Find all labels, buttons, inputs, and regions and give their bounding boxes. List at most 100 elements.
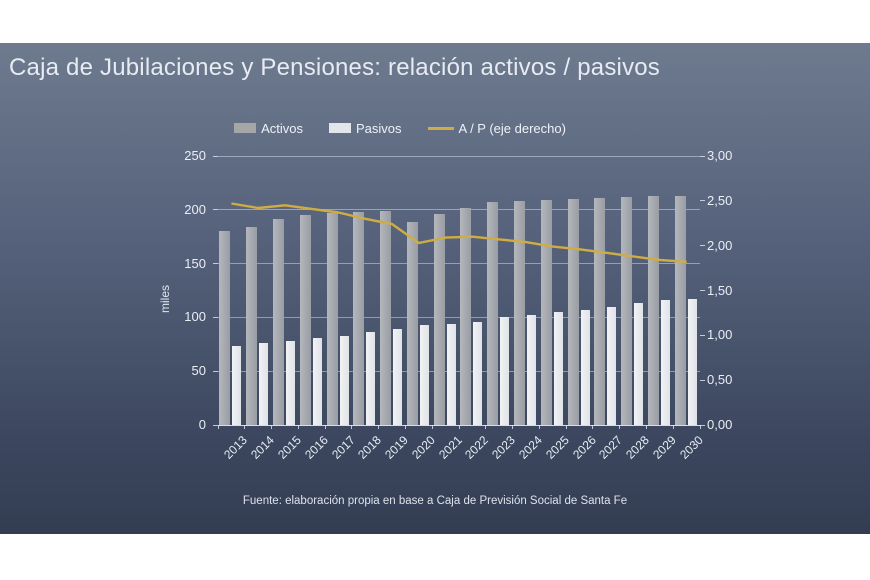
y-axis-tick-label: 0 <box>198 417 206 432</box>
x-axis-tick-mark <box>645 425 647 429</box>
bar-activos-2026 <box>567 199 579 425</box>
secondary-y-axis-tick-mark <box>700 245 705 247</box>
x-axis-tick-mark <box>324 425 326 429</box>
bar-pasivos-2027 <box>607 306 617 425</box>
legend-item-activos: Activos <box>234 121 303 136</box>
x-axis-tick-mark <box>512 425 514 429</box>
bar-activos-2027 <box>594 197 606 425</box>
bar-pasivos-2023 <box>500 317 510 425</box>
x-axis-label-2027: 2027 <box>596 433 626 462</box>
x-axis-label-2016: 2016 <box>301 433 331 462</box>
bar-pasivos-2015 <box>285 341 295 425</box>
bar-pasivos-2014 <box>259 343 269 425</box>
x-axis-tick-mark <box>619 425 621 429</box>
bar-pasivos-2019 <box>393 329 403 425</box>
y-axis-tick-mark <box>213 316 218 318</box>
legend-item-a-p-eje-derecho-: A / P (eje derecho) <box>427 121 566 136</box>
bar-pasivos-2024 <box>526 315 536 425</box>
x-axis-tick-mark <box>297 425 299 429</box>
secondary-y-axis-tick-label: 2,50 <box>707 192 733 208</box>
bar-activos-2030 <box>674 195 686 425</box>
bar-activos-2024 <box>513 201 525 425</box>
gridline <box>218 316 700 318</box>
bar-activos-2021 <box>433 214 445 425</box>
bar-pasivos-2018 <box>366 332 376 425</box>
x-axis-label-2013: 2013 <box>221 433 251 462</box>
secondary-y-axis-tick-label: 1,50 <box>707 282 733 298</box>
x-axis-label-2015: 2015 <box>275 433 304 462</box>
bar-pasivos-2028 <box>634 303 644 425</box>
x-axis-label-2022: 2022 <box>462 433 492 462</box>
legend-line-swatch <box>427 126 454 130</box>
x-axis-tick-mark <box>458 425 460 429</box>
y-axis-tick-label: 50 <box>191 363 206 379</box>
secondary-y-axis-tick-mark <box>700 379 705 381</box>
secondary-y-axis-tick-mark <box>700 155 705 157</box>
bar-activos-2018 <box>353 211 365 425</box>
bar-activos-2016 <box>299 215 311 425</box>
x-axis-label-2017: 2017 <box>328 433 358 462</box>
bar-activos-2028 <box>621 196 633 425</box>
x-axis-tick-mark <box>485 425 487 429</box>
secondary-y-axis-tick-label: 2,00 <box>707 237 733 253</box>
y-axis-tick-mark <box>213 370 218 372</box>
bar-pasivos-2021 <box>446 323 456 425</box>
bar-activos-2013 <box>219 231 231 425</box>
bar-activos-2023 <box>487 202 499 425</box>
x-axis-label-2020: 2020 <box>408 433 438 462</box>
plot-area <box>218 156 700 426</box>
x-axis-tick-mark <box>592 425 594 429</box>
x-axis-label-2026: 2026 <box>569 433 599 462</box>
bar-activos-2014 <box>246 227 258 425</box>
secondary-y-axis-tick-label: 0,00 <box>707 417 733 432</box>
gridline <box>218 263 700 265</box>
gridline <box>218 370 700 372</box>
x-axis-label-2014: 2014 <box>248 433 278 462</box>
x-axis-tick-mark <box>378 425 380 429</box>
secondary-y-axis-tick-mark <box>700 424 705 426</box>
ap-ratio-line <box>231 202 687 263</box>
bar-pasivos-2013 <box>232 346 242 425</box>
secondary-y-axis-tick-label: 1,00 <box>707 327 733 343</box>
bar-pasivos-2017 <box>339 335 349 425</box>
bar-activos-2025 <box>540 200 552 425</box>
x-axis-tick-mark <box>404 425 406 429</box>
x-axis-tick-mark <box>244 425 246 429</box>
y-axis-tick-mark <box>213 155 218 157</box>
slide: Caja de Jubilaciones y Pensiones: relaci… <box>0 43 870 534</box>
ap-ratio-polyline <box>231 202 687 263</box>
y-axis-tick-mark <box>213 263 218 265</box>
x-axis-tick-mark <box>565 425 567 429</box>
source-note: Fuente: elaboración propia en base a Caj… <box>242 495 628 507</box>
x-axis-label-2028: 2028 <box>623 433 652 462</box>
secondary-y-axis-tick-label: 3,00 <box>707 148 733 163</box>
y-axis-tick-label: 250 <box>184 148 206 163</box>
bar-pasivos-2016 <box>312 337 322 425</box>
bar-activos-2017 <box>326 213 338 425</box>
x-axis-label-2025: 2025 <box>542 433 572 462</box>
legend-swatch <box>234 123 257 133</box>
x-axis-tick-mark <box>538 425 540 429</box>
y-axis-tick-label: 200 <box>184 201 206 217</box>
legend-label: Activos <box>261 120 303 136</box>
bar-activos-2015 <box>272 219 284 425</box>
gridline <box>218 209 700 211</box>
secondary-y-axis-tick-mark <box>700 334 705 336</box>
x-axis-label-2018: 2018 <box>355 433 385 462</box>
bar-pasivos-2030 <box>687 299 697 425</box>
y-axis-tick-mark <box>213 209 218 211</box>
bar-pasivos-2022 <box>473 321 483 425</box>
page-title: Caja de Jubilaciones y Pensiones: relaci… <box>9 54 661 81</box>
legend-swatch <box>328 123 351 133</box>
x-axis-label-2019: 2019 <box>382 433 411 462</box>
x-axis-label-2029: 2029 <box>649 433 679 462</box>
secondary-y-axis-tick-label: 0,50 <box>707 372 733 388</box>
gridline <box>218 156 700 157</box>
y-axis-tick-label: 100 <box>184 309 206 325</box>
x-axis-label-2024: 2024 <box>516 433 545 462</box>
x-axis-tick-mark <box>699 425 701 429</box>
secondary-y-axis-tick-mark <box>700 200 705 202</box>
x-axis-label-2023: 2023 <box>489 433 519 462</box>
x-axis-tick-mark <box>351 425 353 429</box>
